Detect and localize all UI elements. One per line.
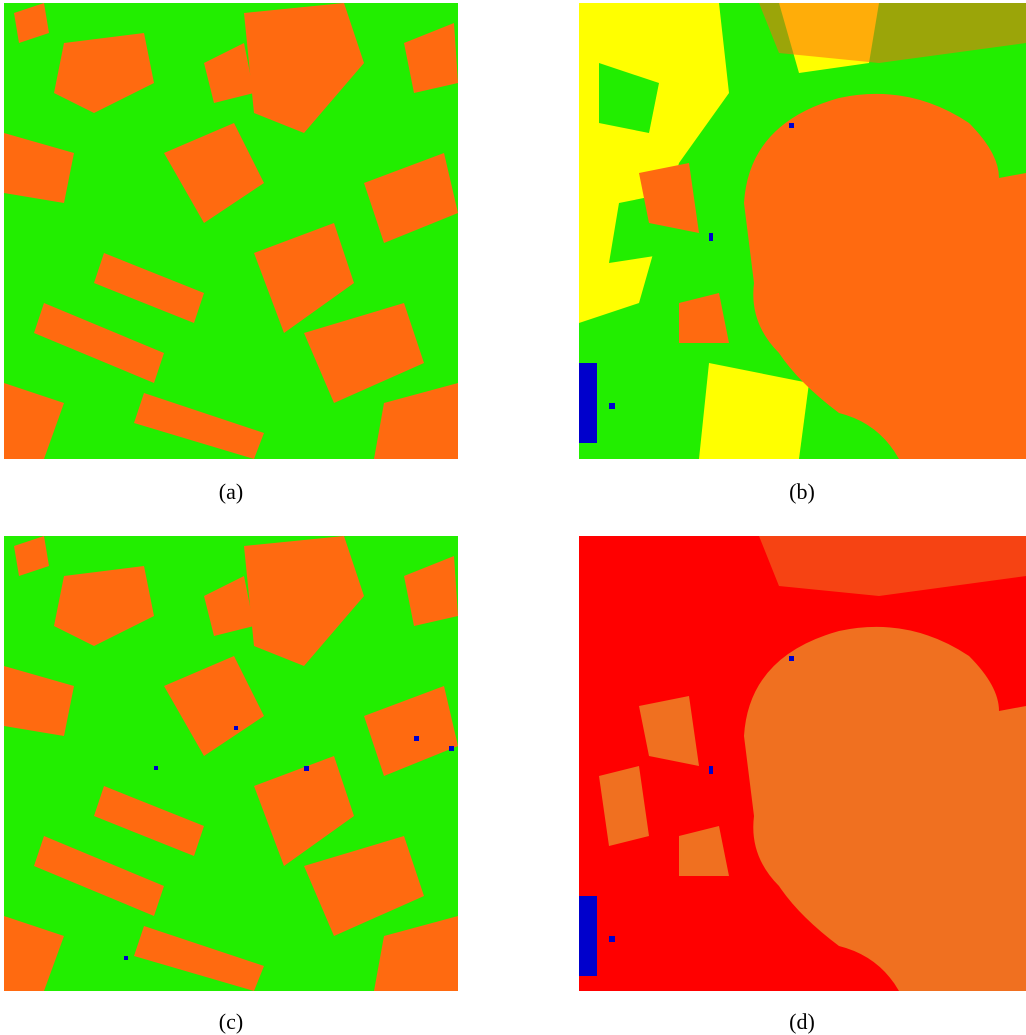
figure-page: (a) (b) <box>0 0 1026 1035</box>
class-region <box>124 956 128 960</box>
class-region <box>789 656 794 661</box>
class-region <box>609 936 615 942</box>
class-region <box>154 766 158 770</box>
class-region <box>579 896 597 976</box>
map-b <box>579 3 1026 459</box>
class-region <box>579 363 597 443</box>
map-a <box>4 3 458 459</box>
caption: (a) <box>171 479 291 505</box>
map-d <box>579 536 1026 991</box>
class-region <box>304 766 309 771</box>
class-region <box>609 403 615 409</box>
class-region <box>789 123 794 128</box>
caption: (c) <box>171 1009 291 1035</box>
class-region <box>449 746 454 751</box>
caption: (b) <box>742 479 862 505</box>
class-region <box>709 766 713 774</box>
class-region <box>709 233 713 241</box>
class-region <box>234 726 238 730</box>
class-region <box>414 736 419 741</box>
map-c <box>4 536 458 991</box>
caption: (d) <box>742 1009 862 1035</box>
